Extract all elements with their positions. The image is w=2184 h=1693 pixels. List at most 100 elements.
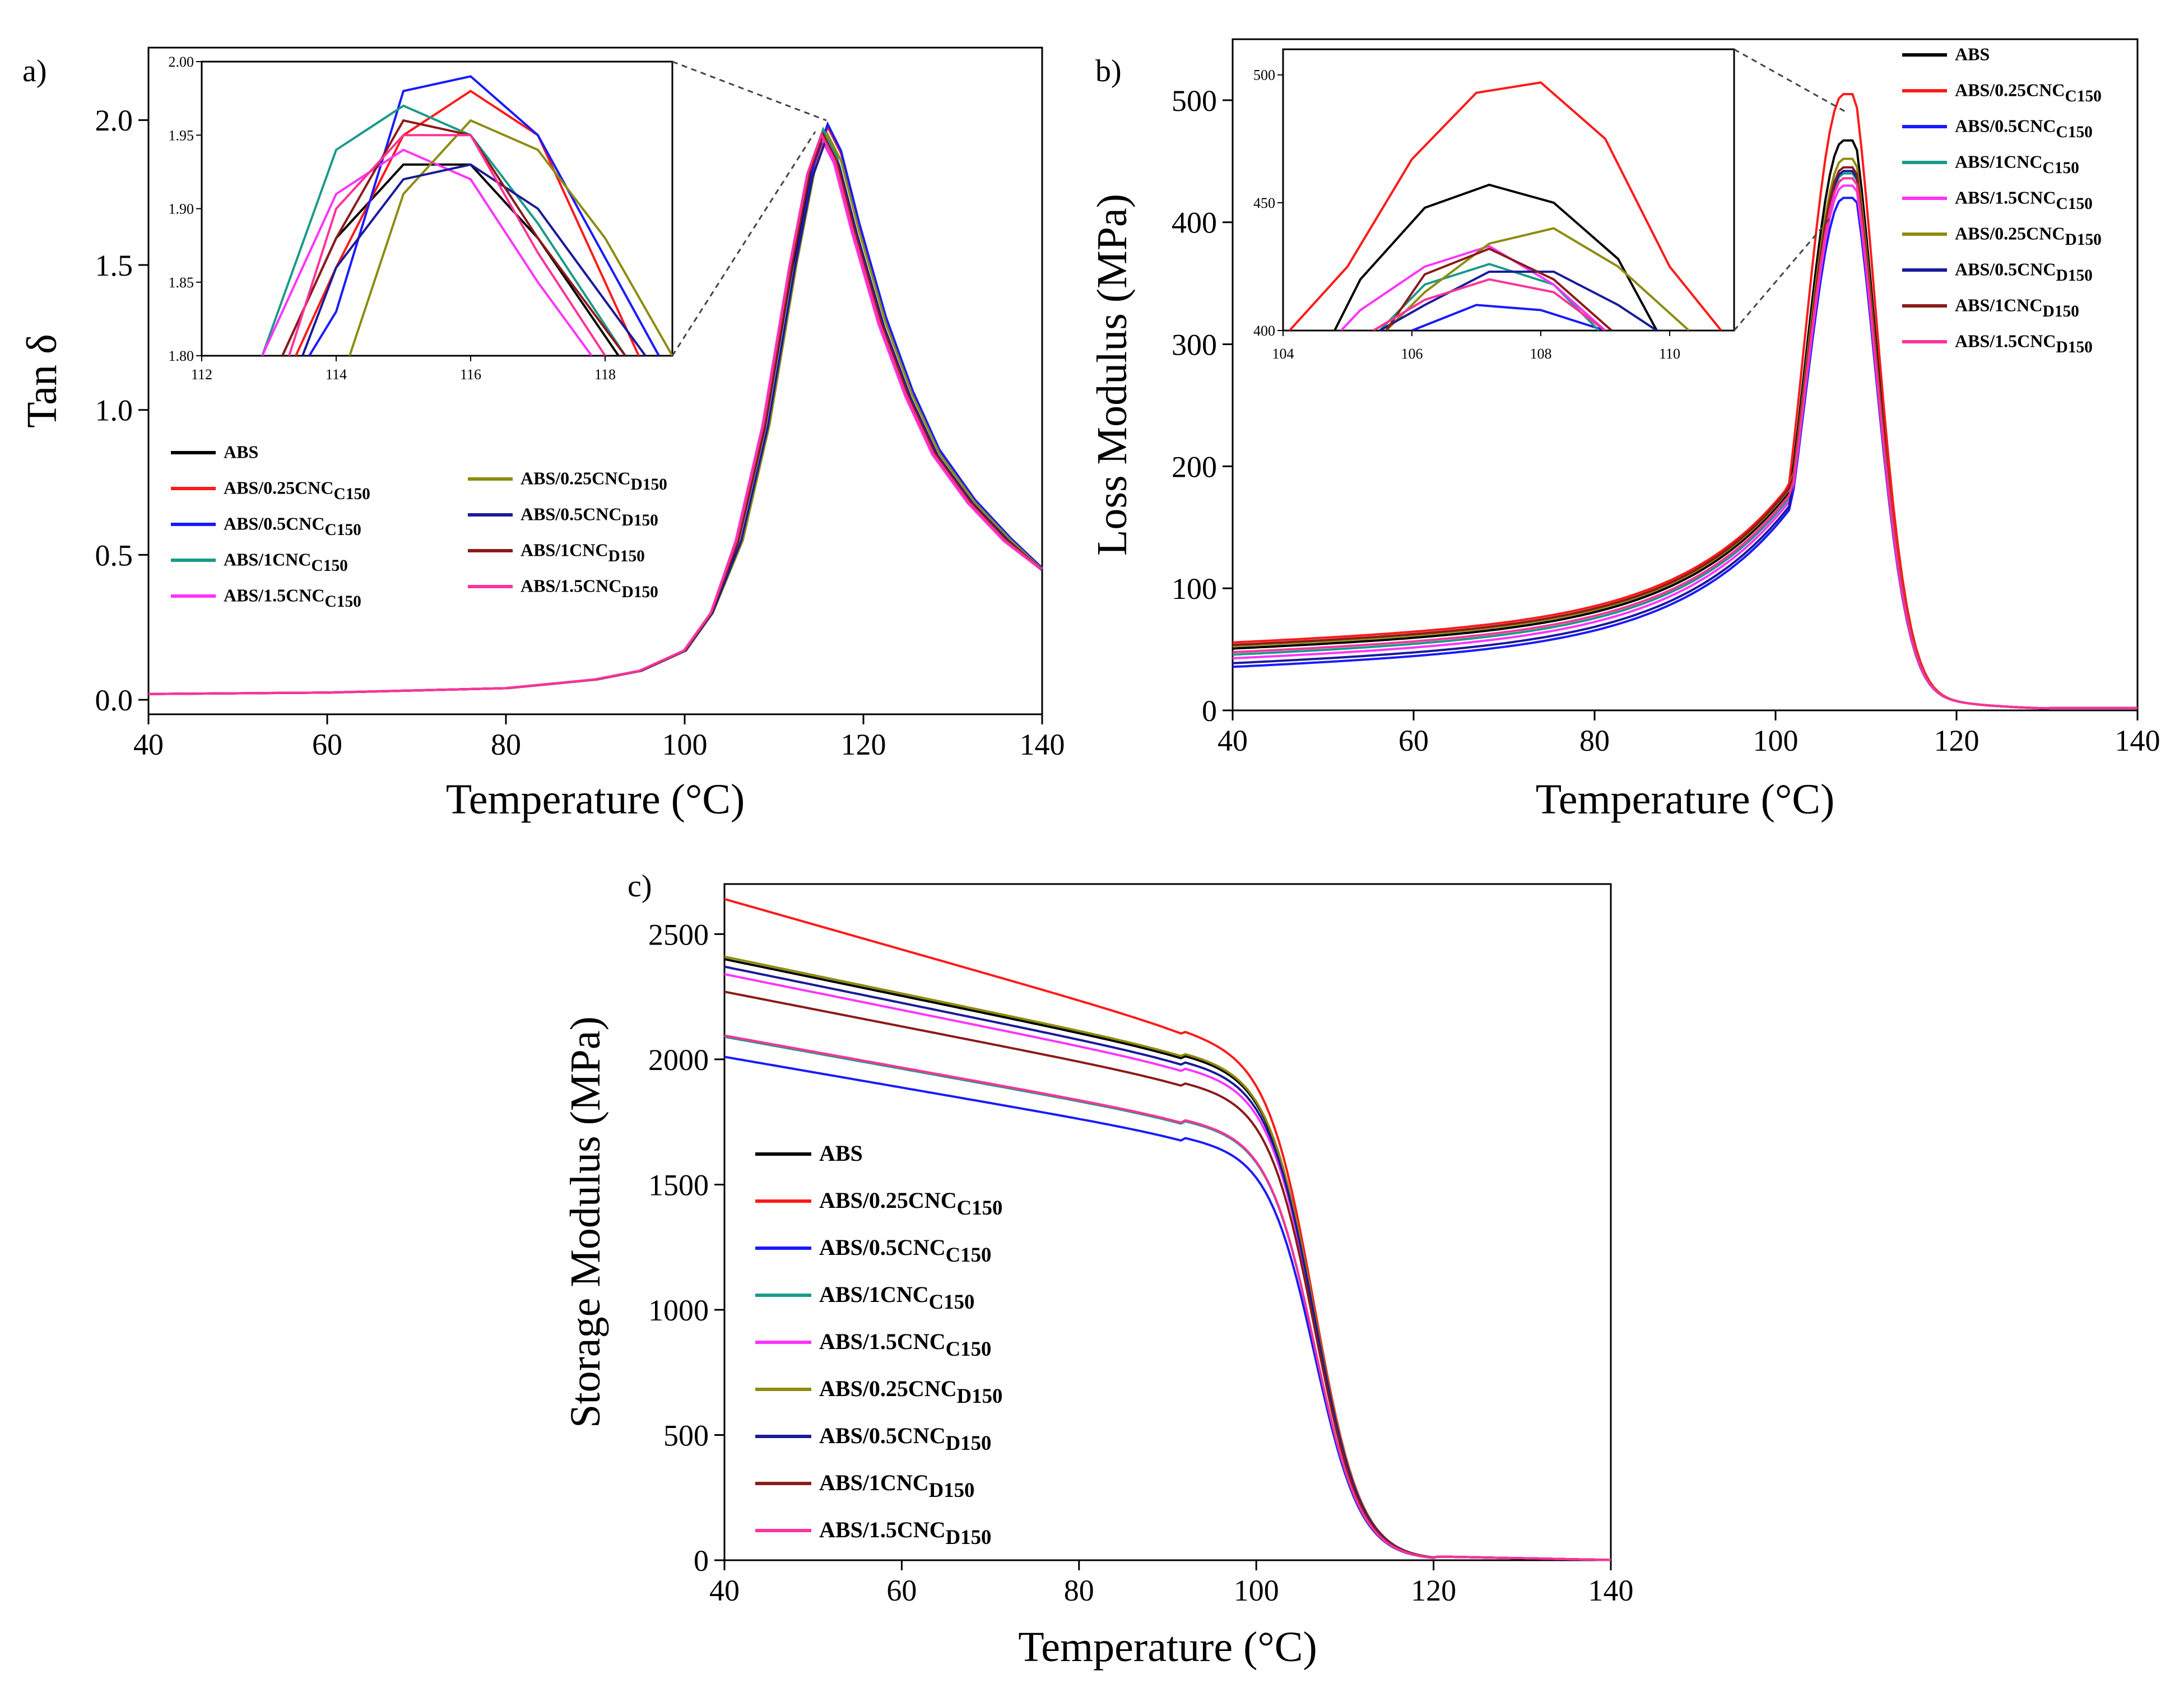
panel-c-storage-modulus-chart: 40 60 80 100 120 140 0 500 1000 1500 2000 2500 c) Tem…	[562, 869, 1634, 1671]
panel-a-legend-ABS-label: ABS	[224, 442, 258, 462]
panel-b-inset-series-D15	[1372, 278, 1606, 331]
y-tick-label: 1500	[648, 1168, 709, 1202]
panel-a-inset-y-tick-label: 2.00	[169, 54, 194, 70]
y-tick-label: 2000	[648, 1043, 709, 1077]
panel-a-legend-D1-label: ABS/1CNCD150	[521, 540, 645, 566]
panel-a-inset-x-tick-label: 118	[594, 366, 616, 383]
panel-b-zoom-line-bottom	[1733, 215, 1833, 331]
panel-b-legend-C05-label: ABS/0.5CNCC150	[1955, 116, 2093, 142]
panel-a-inset-series-D025	[348, 119, 672, 356]
x-tick-label: 60	[312, 728, 342, 761]
x-tick-label: 80	[1064, 1574, 1094, 1607]
panel-b-legend-C15-label: ABS/1.5CNCC150	[1955, 188, 2093, 213]
panel-a-inset-series-C15	[261, 148, 593, 356]
panel-b-inset-x-tick-label: 106	[1401, 346, 1423, 362]
panel-b-frame	[1232, 38, 2139, 711]
x-tick-label: 140	[1588, 1574, 1634, 1607]
y-tick-label: 0	[1202, 694, 1217, 728]
x-tick-label: 140	[2115, 724, 2160, 757]
panel-a-x-axis-title: Temperature (°C)	[446, 776, 745, 823]
panel-c-legend-D025-label: ABS/0.25CNCD150	[819, 1376, 1002, 1407]
panel-c-y-axis-title: Storage Modulus (MPa)	[562, 1016, 609, 1428]
x-tick-label: 60	[1398, 724, 1429, 757]
panel-a-frame	[147, 46, 1043, 715]
panel-c-series-C025	[724, 897, 1611, 1561]
panel-a-inset-series-D05	[301, 163, 647, 356]
panel-a-legend-D025-label: ABS/0.25CNCD150	[521, 468, 667, 494]
panel-a-series-D15	[148, 132, 1043, 695]
panel-b-inset-series-D05	[1379, 271, 1658, 331]
y-tick-label: 1.5	[95, 249, 133, 282]
x-tick-label: 80	[1579, 724, 1610, 757]
panel-a-inset-frame	[201, 61, 673, 357]
panel-a-legend-C15-label: ABS/1.5CNCC150	[224, 585, 361, 611]
panel-c-frame	[723, 883, 1612, 1561]
x-tick-label: 100	[1234, 1574, 1279, 1607]
panel-b-inset-series-D025	[1385, 227, 1690, 331]
y-tick-label: 500	[1172, 84, 1217, 118]
panel-c-legend-C1-label: ABS/1CNCC150	[819, 1282, 974, 1313]
y-tick-label: 400	[1172, 206, 1217, 240]
x-tick-label: 60	[886, 1574, 917, 1607]
panel-b-inset-x-tick-label: 104	[1272, 346, 1294, 362]
panel-a-inset-y-tick-label: 1.95	[169, 127, 194, 143]
panel-a-inset-y-tick-label: 1.85	[169, 275, 194, 291]
x-tick-label: 40	[1218, 724, 1248, 757]
x-tick-label: 140	[1020, 728, 1065, 761]
panel-b-inset-series-D1	[1385, 247, 1613, 331]
panel-b-inset-y-tick-label: 400	[1253, 323, 1275, 339]
panel-c-legend-C15-label: ABS/1.5CNCC150	[819, 1329, 991, 1360]
y-tick-label: 200	[1172, 450, 1217, 483]
panel-c-legend-D1-label: ABS/1CNCD150	[819, 1470, 974, 1501]
panel-b-inset-y-tick-label: 500	[1253, 67, 1275, 83]
panel-b-inset-series-C025	[1289, 81, 1722, 331]
y-tick-label: 300	[1172, 328, 1217, 361]
panel-a-inset-series-D1	[281, 119, 626, 356]
x-tick-label: 100	[1753, 724, 1799, 757]
panel-c-legend-D15-label: ABS/1.5CNCD150	[819, 1517, 991, 1548]
panel-b-legend-D15-label: ABS/1.5CNCD150	[1955, 331, 2093, 357]
x-tick-label: 80	[491, 728, 521, 761]
panel-a-inset-series-C1	[261, 104, 626, 356]
panel-b-series-D15	[1232, 177, 2137, 710]
panel-b-zoom-line-top	[1734, 48, 1847, 113]
panel-c-legend-C025-label: ABS/0.25CNCC150	[819, 1188, 1002, 1219]
panel-a-zoom-line-bottom	[671, 131, 816, 356]
panel-b-loss-modulus-chart: 40 60 80 100 120 140 0 100 200 300 400 500 b) Tempera…	[1089, 38, 2160, 823]
panel-a-inset-y-tick-label: 1.90	[169, 201, 194, 217]
y-tick-label: 0.0	[95, 683, 133, 717]
panel-a-zoom-line-top	[672, 61, 827, 122]
panel-a-y-axis-title: Tan δ	[18, 334, 66, 428]
panel-c-series-D15	[724, 1034, 1611, 1561]
panel-b-legend-ABS-label: ABS	[1955, 44, 1990, 64]
panel-b-inset-x-tick-label: 108	[1530, 346, 1552, 362]
x-tick-label: 120	[1411, 1574, 1456, 1607]
panel-a-legend-D15-label: ABS/1.5CNCD150	[521, 576, 658, 602]
panel-a-legend-C025-label: ABS/0.25CNCC150	[224, 478, 370, 504]
panel-b-inset-series-C1	[1379, 263, 1600, 331]
x-tick-label: 40	[709, 1574, 740, 1607]
panel-a-inset-series-C05	[308, 75, 660, 356]
panel-a-inset-series-D15	[288, 134, 606, 356]
panel-b-inset-y-tick-label: 450	[1253, 195, 1275, 211]
panel-b-x-axis-title: Temperature (°C)	[1536, 776, 1835, 823]
panel-b-legend-D05-label: ABS/0.5CNCD150	[1955, 259, 2093, 285]
panel-a-tan-delta-chart: 40 60 80 100 120 140 0.0 0.5 1.0 1.5 2.0 a) Temperat…	[18, 46, 1065, 823]
panel-a-inset-x-tick-label: 116	[460, 366, 481, 383]
panel-a-letter: a)	[22, 54, 47, 89]
y-tick-label: 2.0	[95, 104, 133, 137]
panel-b-y-axis-title: Loss Modulus (MPa)	[1089, 194, 1136, 556]
panel-b-legend-D1-label: ABS/1CNCD150	[1955, 295, 2079, 321]
y-tick-label: 1.0	[95, 394, 133, 427]
panel-b-letter: b)	[1095, 54, 1122, 89]
panel-a-legend-C05-label: ABS/0.5CNCC150	[224, 514, 361, 539]
panel-c-legend-ABS-label: ABS	[819, 1141, 863, 1166]
panel-c-legend-D05-label: ABS/0.5CNCD150	[819, 1423, 991, 1454]
y-tick-label: 1000	[648, 1294, 709, 1327]
x-tick-label: 40	[133, 728, 164, 761]
panel-b-inset-series-ABS	[1333, 183, 1658, 331]
panel-c-x-axis-title: Temperature (°C)	[1018, 1624, 1317, 1671]
y-tick-label: 0.5	[95, 538, 133, 572]
panel-a-legend-D05-label: ABS/0.5CNCD150	[521, 504, 658, 530]
